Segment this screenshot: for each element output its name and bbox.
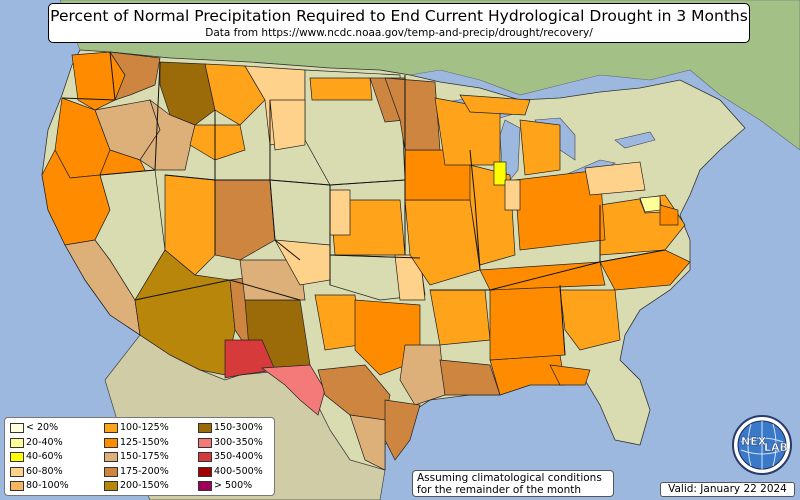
region-la	[439, 359, 501, 396]
drought-regions	[41, 51, 691, 471]
legend-item: 175-200%	[101, 465, 169, 480]
map-title: Percent of Normal Precipitation Required…	[50, 7, 748, 25]
nexlab-globe-icon: NEX LAB	[732, 415, 792, 475]
region-mt-west	[204, 63, 266, 126]
note-box: Assuming climatological conditions for t…	[412, 470, 614, 497]
region-md	[639, 195, 661, 213]
legend-swatch	[104, 423, 118, 433]
legend-swatch	[10, 452, 24, 462]
legend-label: 150-175%	[120, 451, 169, 462]
legend-item: 300-350%	[195, 436, 263, 451]
legend-item: 100-125%	[101, 421, 169, 436]
legend-item: 400-500%	[195, 465, 263, 480]
valid-date: Valid: January 22 2024	[660, 482, 795, 497]
legend-item: 60-80%	[7, 465, 69, 480]
legend-swatch	[104, 452, 118, 462]
legend-swatch	[198, 466, 212, 477]
legend-swatch	[10, 466, 24, 477]
region-nm-north	[239, 259, 306, 301]
region-ga-sc	[559, 289, 621, 351]
legend-item: 125-150%	[101, 436, 169, 451]
legend-label: 40-60%	[26, 451, 63, 462]
region-mn	[384, 77, 441, 151]
region-mi-low	[519, 119, 561, 176]
legend-label: 400-500%	[214, 465, 263, 477]
map-subtitle: Data from https://www.ncdc.noaa.gov/temp…	[205, 27, 593, 39]
legend-column-2: 100-125% 125-150% 150-175% 175-200% 200-150%	[101, 421, 169, 494]
region-in-yellow	[493, 161, 507, 186]
legend-swatch	[104, 466, 118, 477]
legend-label: > 500%	[214, 480, 253, 491]
legend-label: 175-200%	[120, 465, 169, 477]
region-in-oh	[514, 169, 606, 251]
state-borders	[61, 51, 666, 356]
legend-label: 60-80%	[26, 465, 63, 477]
region-tx-west	[261, 364, 326, 416]
legend: < 20% 20-40% 40-60% 60-80% 80-100% 100-125% 1…	[4, 417, 275, 496]
legend-swatch	[198, 481, 212, 491]
region-nv	[94, 169, 166, 301]
legend-label: 200-150%	[120, 480, 169, 491]
title-box: Percent of Normal Precipitation Required…	[48, 3, 750, 43]
legend-label: 20-40%	[26, 436, 63, 448]
legend-item: 40-60%	[7, 450, 69, 465]
region-tx-east	[399, 344, 446, 406]
region-wa-east	[109, 51, 161, 101]
legend-swatch	[10, 437, 24, 448]
region-sd-sw	[269, 99, 306, 151]
legend-item: 80-100%	[7, 479, 69, 494]
region-pa	[584, 161, 646, 196]
legend-label: 150-300%	[214, 422, 263, 433]
legend-swatch	[198, 423, 212, 433]
region-mi-up	[459, 94, 531, 116]
legend-swatch	[10, 481, 24, 491]
legend-item: > 500%	[195, 479, 263, 494]
legend-item: 20-40%	[7, 436, 69, 451]
logo-text: NEX	[741, 435, 767, 448]
legend-label: 80-100%	[26, 480, 69, 491]
legend-swatch	[104, 481, 118, 491]
legend-swatch	[198, 437, 212, 448]
legend-swatch	[10, 423, 24, 433]
region-ar	[429, 289, 491, 346]
legend-item: 150-175%	[101, 450, 169, 465]
region-fl-panhandle	[549, 364, 591, 386]
region-in-light	[504, 179, 521, 211]
legend-item: 350-400%	[195, 450, 263, 465]
region-nd-north	[309, 77, 373, 101]
region-nj	[659, 204, 679, 226]
region-ms-al	[489, 284, 566, 361]
region-tx-far-south	[349, 414, 386, 471]
region-ks-west	[329, 189, 351, 236]
legend-swatch	[198, 452, 212, 462]
legend-label: 300-350%	[214, 436, 263, 448]
legend-item: 150-300%	[195, 421, 263, 436]
legend-item: < 20%	[7, 421, 69, 436]
legend-item: 200-150%	[101, 479, 169, 494]
legend-label: 350-400%	[214, 451, 263, 462]
region-wy-west	[189, 124, 246, 161]
legend-swatch	[104, 437, 118, 448]
legend-label: 125-150%	[120, 436, 169, 448]
legend-label: 100-125%	[120, 422, 169, 433]
logo-text-2: LAB	[764, 441, 788, 454]
note-line-1: Assuming climatological conditions	[417, 472, 602, 484]
legend-column-3: 150-300% 300-350% 350-400% 400-500% > 500%	[195, 421, 263, 494]
legend-label: < 20%	[26, 422, 59, 433]
note-line-2: for the remainder of the month	[417, 484, 582, 496]
legend-column-1: < 20% 20-40% 40-60% 60-80% 80-100%	[7, 421, 69, 494]
